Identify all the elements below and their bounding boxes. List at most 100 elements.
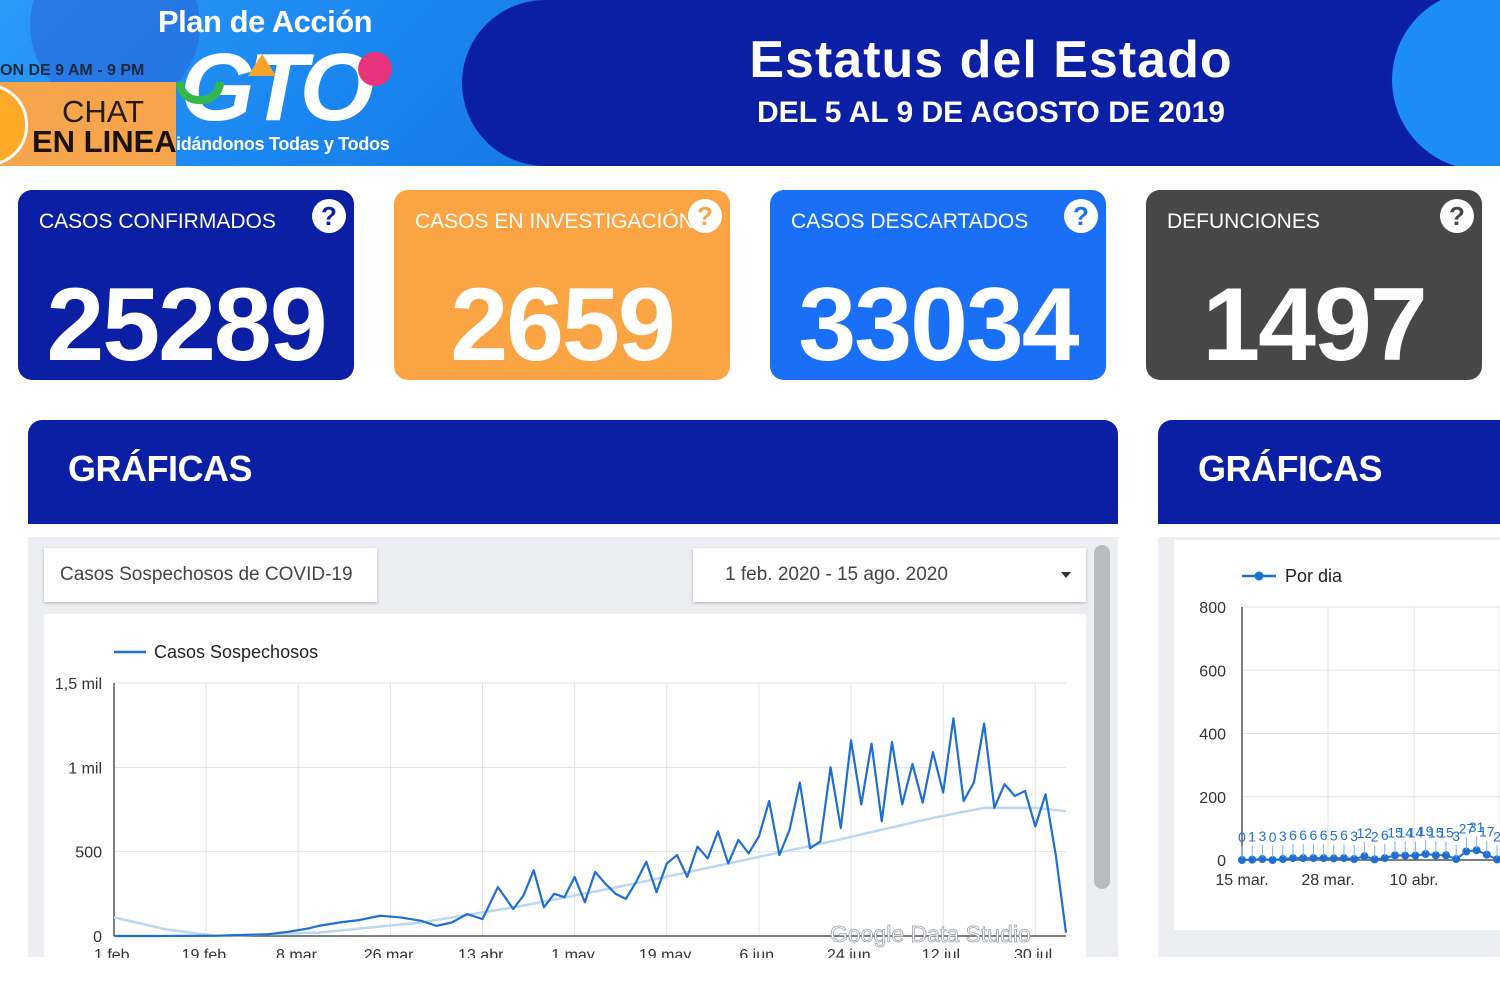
x-tick-label: 19 feb. (182, 947, 231, 958)
card-discarded: CASOS DESCARTADOS ? 33034 (770, 190, 1106, 380)
chart-card-left: Casos Sospechosos 0 500 1 mil 1,5 mil 1 feb. 1… (44, 614, 1086, 964)
data-point (1472, 846, 1481, 855)
card-investigation: CASOS EN INVESTIGACIÓN ? 2659 (394, 190, 730, 380)
y-tick-label: 0 (93, 929, 102, 946)
data-point (1340, 854, 1348, 863)
data-label: 5 (1330, 827, 1338, 843)
data-point (1442, 851, 1450, 860)
y-tick-label: 600 (1199, 663, 1226, 680)
y-tick-label: 500 (75, 845, 102, 862)
x-tick-label: 8 mar. (276, 947, 320, 958)
google-data-studio-watermark: Google Data Studio (830, 921, 1031, 947)
card-confirmed: CASOS CONFIRMADOS ? 25289 (18, 190, 354, 380)
logo-green-arrow-icon (176, 82, 224, 104)
data-label: 27 (1459, 820, 1475, 836)
data-label: 6 (1320, 827, 1328, 843)
card-value: 33034 (798, 267, 1079, 380)
data-label: 31 (1469, 819, 1485, 835)
x-tick-label: 24 jun. (827, 947, 875, 958)
panel-header-left: GRÁFICAS (28, 420, 1118, 524)
chart-card-right: Por dia 0 200 400 600 800 15 mar. 28 mar. 10 abr… (1174, 540, 1500, 930)
header-title-band (462, 0, 1500, 166)
data-point (1462, 847, 1471, 856)
legend-label: Casos Sospechosos (154, 642, 318, 662)
help-icon[interactable]: ? (1064, 199, 1098, 233)
data-point (1238, 856, 1246, 864)
series-suspected-line (114, 717, 1068, 938)
legend-label: Por dia (1285, 566, 1343, 586)
logo-top-text: Plan de Acción (158, 4, 373, 39)
legend-marker (1254, 571, 1264, 581)
data-point (1248, 855, 1257, 864)
data-label: 1 (1248, 829, 1256, 845)
page-title: Estatus del Estado (749, 31, 1233, 89)
data-point (1482, 850, 1491, 859)
data-point (1493, 855, 1500, 864)
x-tick-label: 19 may. (639, 947, 695, 958)
data-point (1350, 855, 1359, 864)
chat-label-line1[interactable]: CHAT (62, 94, 145, 129)
data-label: 17 (1479, 824, 1495, 840)
chat-button[interactable] (0, 82, 176, 166)
card-label: CASOS EN INVESTIGACIÓN (415, 210, 694, 233)
page-header: Plan de Acción GTO idándonos Todas y Tod… (0, 0, 1500, 166)
card-value: 1497 (1202, 267, 1427, 380)
x-tick-label: 28 mar. (1301, 872, 1354, 889)
data-point (1401, 851, 1410, 860)
card-value: 25289 (46, 267, 327, 380)
data-label: 12 (1357, 825, 1373, 841)
data-label: 6 (1381, 827, 1389, 843)
x-tick-label: 15 mar. (1215, 872, 1268, 889)
data-label: 3 (1279, 828, 1287, 844)
data-label: 14 (1408, 825, 1424, 841)
help-icon[interactable]: ? (688, 199, 722, 233)
data-label: 14 (1397, 825, 1413, 841)
chat-label-line2[interactable]: EN LINEA (32, 124, 177, 159)
y-tick-label: 1,5 mil (55, 676, 102, 693)
x-tick-label: 12 jul. (922, 947, 965, 958)
scrollbar-thumb[interactable] (1094, 545, 1110, 889)
data-point (1309, 854, 1318, 863)
data-point (1431, 851, 1440, 860)
x-tick-label: 6 jun. (739, 947, 778, 958)
panel-title: GRÁFICAS (1198, 448, 1383, 489)
data-point (1299, 854, 1308, 863)
data-label: 15 (1428, 824, 1444, 840)
y-tick-label: 800 (1199, 600, 1226, 617)
y-tick-label: 200 (1199, 790, 1226, 807)
data-label: 15 (1387, 824, 1403, 840)
data-point (1319, 854, 1328, 863)
metric-selector[interactable]: Casos Sospechosos de COVID-19 (44, 548, 377, 602)
card-value: 2659 (450, 267, 675, 380)
data-label: 2 (1493, 828, 1500, 844)
data-label: 6 (1340, 827, 1348, 843)
data-point (1421, 849, 1430, 858)
data-point (1258, 855, 1267, 864)
logo-pink-arrow-icon (358, 52, 392, 86)
data-label: 3 (1350, 828, 1358, 844)
metric-selector-label: Casos Sospechosos de COVID-19 (60, 564, 353, 585)
data-label: 6 (1289, 827, 1297, 843)
data-point (1278, 855, 1287, 864)
data-point (1268, 856, 1277, 864)
data-label: 6 (1310, 827, 1318, 843)
data-point (1380, 854, 1389, 863)
y-tick-label: 1 mil (68, 760, 102, 777)
date-range-picker[interactable]: 1 feb. 2020 - 15 ago. 2020 (693, 548, 1086, 602)
panel-title: GRÁFICAS (68, 448, 253, 489)
logo-subtitle: idándonos Todas y Todos (176, 134, 390, 154)
data-point (1329, 854, 1338, 863)
help-icon[interactable]: ? (1440, 199, 1474, 233)
data-label: 0 (1269, 829, 1277, 845)
help-icon[interactable]: ? (312, 199, 346, 233)
data-label: 19 (1418, 823, 1434, 839)
card-deaths: DEFUNCIONES ? 1497 (1146, 190, 1482, 380)
date-range-label: 1 feb. 2020 - 15 ago. 2020 (725, 564, 948, 585)
data-point (1360, 852, 1369, 861)
x-tick-label: 26 mar. (364, 947, 417, 958)
card-label: CASOS CONFIRMADOS (39, 210, 276, 233)
data-label: 15 (1438, 824, 1454, 840)
data-point (1452, 855, 1461, 864)
data-label: 6 (1299, 827, 1307, 843)
